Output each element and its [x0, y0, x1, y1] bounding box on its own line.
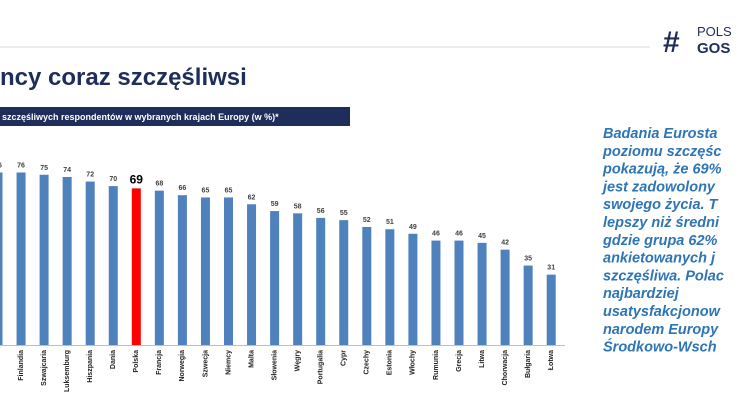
- side-text-line: pokazują, że 69%: [602, 162, 722, 178]
- x-tick-label: Słowenia: [271, 350, 278, 380]
- bar: [431, 240, 441, 345]
- data-label: 59: [271, 201, 279, 208]
- bar: [500, 249, 510, 345]
- data-label: 42: [501, 240, 509, 247]
- data-label: 45: [478, 233, 486, 240]
- x-tick-label: Polska: [133, 350, 140, 373]
- x-tick-label: Norwegia: [179, 350, 186, 382]
- bar: [247, 204, 257, 345]
- data-label: 49: [409, 224, 417, 231]
- bar: [108, 186, 118, 345]
- x-tick-label: Dania: [110, 350, 117, 369]
- bar: [454, 240, 464, 345]
- bar: [546, 274, 556, 345]
- side-text-line: jest zadowolony: [601, 179, 716, 195]
- bar: [270, 211, 280, 345]
- x-tick-label: Portugalia: [318, 350, 325, 384]
- data-label: 55: [340, 210, 348, 217]
- bar: [362, 226, 372, 345]
- bar: [39, 174, 49, 345]
- data-label: 58: [294, 203, 302, 210]
- chart-subtitle: szczęśliwych respondentów w wybranych kr…: [2, 112, 279, 122]
- x-tick-label: Grecja: [456, 350, 463, 372]
- data-label: 76: [17, 162, 25, 169]
- data-label: 46: [432, 231, 440, 238]
- data-label: 46: [455, 231, 463, 238]
- logo-text: POLS: [697, 24, 732, 39]
- x-tick-label: Bułgaria: [525, 350, 532, 378]
- bar: [0, 172, 3, 345]
- data-label: 74: [63, 167, 71, 174]
- bar: [62, 177, 72, 345]
- data-label: 66: [179, 185, 187, 192]
- x-tick-label: Estonia: [387, 350, 394, 375]
- data-label: 62: [248, 194, 256, 201]
- x-tick-label: Szwecja: [202, 350, 209, 377]
- x-tick-label: Cypr: [341, 350, 348, 366]
- x-tick-label: Czechy: [364, 350, 371, 375]
- data-label: 69: [130, 172, 144, 186]
- bar: [293, 213, 303, 345]
- x-tick-label: Luksemburg: [64, 350, 71, 392]
- bar: [224, 197, 233, 345]
- x-tick-label: Rumunia: [433, 350, 440, 380]
- data-label: 65: [225, 187, 233, 194]
- bar: [131, 188, 141, 345]
- data-label: 31: [547, 265, 555, 272]
- bar: [154, 190, 164, 345]
- side-text-line: Środkowo-Wsch: [603, 338, 717, 356]
- side-text-line: najbardziej: [603, 286, 680, 302]
- side-text-line: ankietowanych j: [603, 251, 716, 267]
- bar: [477, 242, 487, 345]
- x-tick-label: Francja: [156, 350, 163, 375]
- bar: [16, 172, 26, 345]
- bar: [316, 217, 326, 345]
- x-tick-label: Chorwacja: [502, 350, 509, 386]
- side-text: Badania Eurosta poziomu szczęśc pokazują, …: [601, 126, 724, 356]
- bar: [177, 195, 187, 345]
- chart-title: ncy coraz szczęśliwsi: [0, 64, 247, 91]
- bar: [523, 265, 533, 345]
- data-label: 35: [524, 256, 532, 263]
- side-text-line: swojego życia. T: [603, 197, 719, 213]
- x-tick-label: Szwajcaria: [41, 350, 48, 386]
- data-label: 56: [317, 208, 325, 215]
- data-label: 70: [109, 176, 117, 183]
- side-text-line: Badania Eurosta: [603, 126, 717, 142]
- bar: [200, 197, 210, 345]
- data-label: 68: [155, 181, 163, 188]
- side-text-line: poziomu szczęśc: [602, 144, 721, 160]
- side-text-line: narodem Europy: [603, 322, 719, 338]
- x-tick-label: Malta: [248, 350, 255, 368]
- x-tick-label: Łotwa: [548, 350, 555, 370]
- side-text-line: usatysfakcjonow: [603, 304, 722, 320]
- side-text-line: szczęśliwa. Polac: [603, 268, 724, 284]
- data-label: 51: [386, 219, 394, 226]
- x-tick-label: Niemcy: [225, 350, 232, 375]
- data-label: 65: [202, 187, 210, 194]
- bar: [339, 220, 349, 345]
- side-text-line: gdzie grupa 62%: [602, 233, 718, 249]
- x-tick-label: Włochy: [410, 350, 417, 375]
- bar: [408, 233, 418, 345]
- logo-text: GOS: [697, 40, 730, 57]
- x-tick-label: Hiszpania: [87, 350, 94, 383]
- side-text-line: lepszy niż średni: [603, 215, 720, 231]
- logo-mark: #: [663, 26, 680, 59]
- data-label: 75: [40, 165, 48, 172]
- data-label: 76: [0, 162, 2, 169]
- data-label: 52: [363, 217, 371, 224]
- x-tick-label: Węgry: [294, 350, 301, 372]
- data-label: 72: [86, 172, 94, 179]
- x-tick-label: Litwa: [479, 350, 486, 368]
- x-tick-label: Finlandia: [18, 350, 25, 381]
- subtitle-band: [0, 107, 350, 126]
- bar: [85, 181, 95, 345]
- bar: [385, 229, 395, 345]
